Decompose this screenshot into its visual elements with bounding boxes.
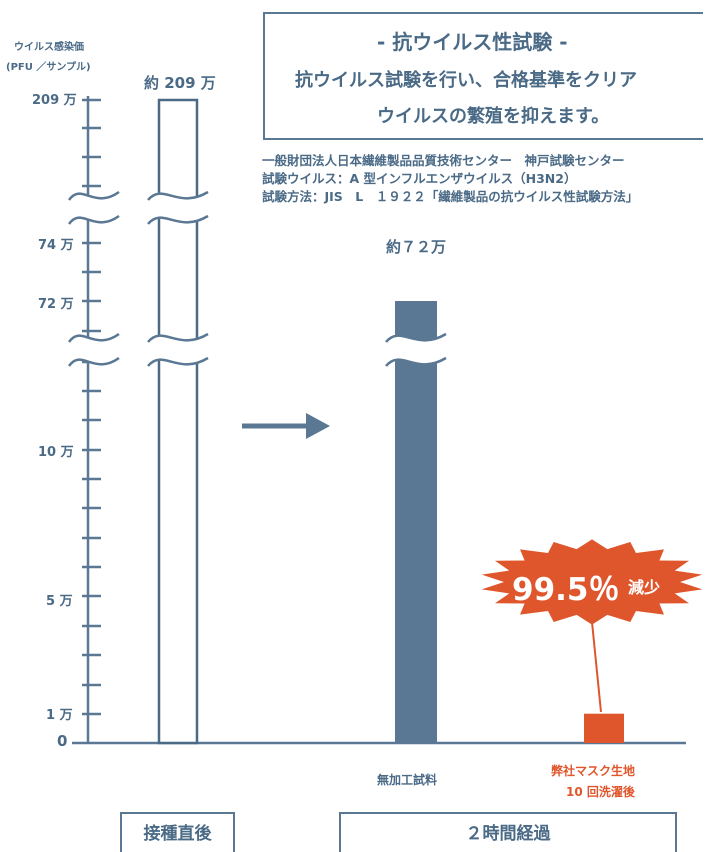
arrow-icon xyxy=(242,413,330,439)
y-tick-label: 5 万 xyxy=(46,594,73,609)
bar xyxy=(395,301,437,743)
y-tick-label: 10 万 xyxy=(38,445,74,460)
bar xyxy=(584,713,624,743)
info-line-2: ウイルスの繁殖を抑えます。 xyxy=(377,106,610,127)
group-bracket-initial: 接種直後 xyxy=(120,812,235,852)
note-virus: 試験ウイルス：A 型インフルエンザウイルス（H3N2） xyxy=(262,171,577,186)
info-box: - 抗ウイルス性試験 - 抗ウイルス試験を行い、合格基準をクリア ウイルスの繁殖… xyxy=(263,12,703,140)
burst-suffix: 減少 xyxy=(628,578,661,597)
y-axis-label: ウイルス感染価 xyxy=(14,42,84,53)
info-line-1: 抗ウイルス試験を行い、合格基準をクリア xyxy=(295,70,637,91)
axis-break-line xyxy=(385,356,447,367)
axis-break-line xyxy=(67,190,120,201)
y-tick-label: 74 万 xyxy=(38,238,74,253)
data-label: 約７２万 xyxy=(386,238,447,256)
group-label: ２時間経過 xyxy=(465,824,551,844)
axis-break-mask xyxy=(386,334,446,366)
axis-breaks xyxy=(67,190,447,367)
y-tick-label: 72 万 xyxy=(38,297,74,312)
axis-break-mask xyxy=(148,334,208,366)
axis-break-line xyxy=(67,214,120,225)
axis-break-line xyxy=(147,190,209,201)
category-sublabel: 10 回洗濯後 xyxy=(566,785,635,799)
info-title: - 抗ウイルス性試験 - xyxy=(377,30,568,54)
y-tick-label: 0 xyxy=(57,732,68,750)
y-tick-label: 209 万 xyxy=(32,93,77,108)
category-label: 弊社マスク生地 xyxy=(551,764,636,778)
note-method: 試験方法：JIS L １９２２「繊維製品の抗ウイルス性試験方法」 xyxy=(262,189,639,204)
axis-break-mask xyxy=(148,192,208,224)
axis-break-line xyxy=(147,332,209,343)
axis-break-mask xyxy=(69,334,119,366)
data-label: 約 209 万 xyxy=(144,74,216,92)
y-axis-unit: (PFU ／サンプル) xyxy=(6,62,91,73)
note-lab: 一般財団法人日本繊維製品品質技術センター 神戸試験センター xyxy=(262,153,625,168)
axis-break-line xyxy=(67,356,120,367)
axis-break-line xyxy=(147,356,209,367)
group-label: 接種直後 xyxy=(143,824,212,844)
axis-break-line xyxy=(67,332,120,343)
group-bracket-2h: ２時間経過 xyxy=(339,812,677,852)
burst-badge xyxy=(481,539,703,713)
y-tick-label: 1 万 xyxy=(46,708,73,723)
bars xyxy=(157,98,624,745)
category-label: 無加工試料 xyxy=(377,773,438,787)
burst-value: 99.5％ xyxy=(512,572,620,608)
axis-break-line xyxy=(147,214,209,225)
axis-break-mask xyxy=(69,192,119,224)
axis-break-line xyxy=(385,332,447,343)
